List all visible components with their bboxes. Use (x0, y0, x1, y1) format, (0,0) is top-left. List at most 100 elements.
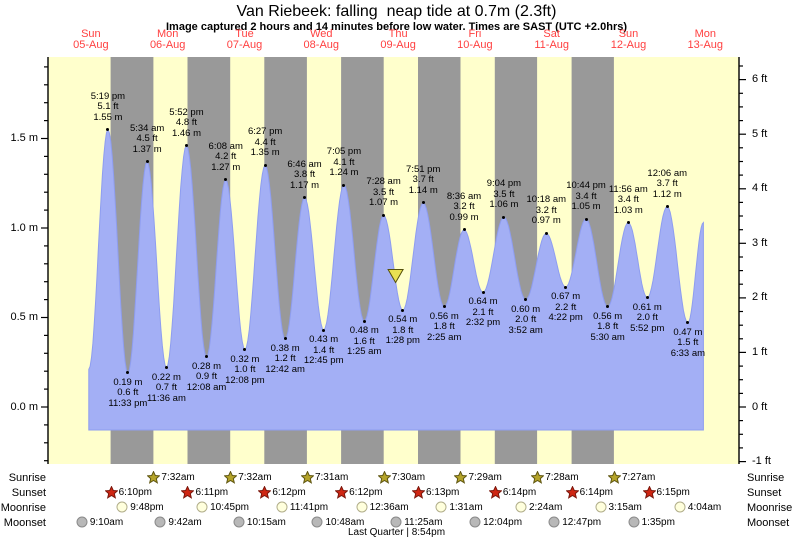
tide-extreme-dot (382, 213, 386, 217)
tide-extreme-dot (184, 144, 188, 148)
row-label-moonset-left: Moonset (3, 517, 46, 529)
moonset-icon (390, 516, 403, 529)
day-date: 06-Aug (149, 39, 186, 51)
tide-extreme-dot (283, 337, 287, 341)
day-name: Thu (388, 28, 408, 40)
moonset-time: 9:42am (168, 517, 202, 528)
sunset-time: 6:14pm (579, 487, 613, 498)
low-tide-label: 0.22 m 0.7 ft 11:36 am (146, 371, 186, 404)
row-label-sunrise-left: Sunrise (8, 472, 46, 484)
moonrise-icon (595, 501, 608, 514)
tide-extreme-dot (665, 205, 669, 209)
moonrise-icon (435, 501, 448, 514)
sunrise-icon (377, 471, 391, 484)
high-tide-label: 8:36 am 3.2 ft 0.99 m (446, 190, 482, 223)
moonset-icon (548, 516, 561, 529)
day-label: Tue 07-Aug (210, 29, 280, 51)
day-name: Mon (156, 28, 179, 40)
right-axis-tick-label: 5 ft (752, 127, 768, 140)
sunset-icon (411, 486, 425, 499)
moonset-icon (76, 516, 89, 529)
moonset-time: 1:35pm (641, 517, 675, 528)
right-axis-tick-label: 1 ft (752, 345, 768, 358)
day-label: Fri 10-Aug (440, 29, 510, 51)
moonset-time: 12:04pm (483, 517, 523, 528)
moonset-icon (154, 516, 167, 529)
day-date: 07-Aug (226, 39, 263, 51)
tide-extreme-dot (686, 321, 690, 325)
low-tide-label: 0.54 m 1.8 ft 1:28 pm (385, 314, 420, 347)
sunset-time: 6:14pm (502, 487, 537, 498)
row-label-moonrise-right: Moonrise (747, 502, 793, 514)
sunset-icon (181, 486, 195, 499)
tide-extreme-dot (224, 178, 228, 182)
day-name: Sat (543, 28, 560, 40)
moonset-time: 12:47pm (562, 517, 602, 528)
sunset-time: 6:12pm (272, 487, 306, 498)
sunrise-time: 7:32am (238, 472, 272, 483)
low-tide-label: 0.56 m 1.8 ft 5:30 am (590, 310, 625, 343)
row-label-sunrise-right: Sunrise (747, 472, 785, 484)
low-tide-label: 0.32 m 1.0 ft 12:08 pm (225, 353, 265, 386)
tide-extreme-dot (303, 196, 307, 200)
sunrise-icon (147, 471, 161, 484)
moonrise-icon (674, 501, 687, 514)
sunrise-icon (454, 471, 468, 484)
low-tide-label: 0.67 m 2.2 ft 4:22 pm (548, 291, 583, 324)
tide-extreme-dot (263, 163, 267, 167)
right-axis-tick-label: 2 ft (752, 291, 768, 304)
high-tide-label: 5:34 am 4.5 ft 1.37 m (129, 122, 165, 155)
moonset-time: 11:25am (404, 517, 443, 528)
tide-extreme-dot (421, 201, 425, 205)
sunset-icon (642, 486, 656, 499)
sunset-time: 6:13pm (425, 487, 460, 498)
moonset-icon (469, 516, 482, 529)
day-label: Sun 12-Aug (594, 29, 664, 51)
sunset-time: 6:10pm (118, 487, 152, 498)
day-name: Sun (618, 28, 639, 40)
tide-extreme-dot (584, 217, 588, 221)
day-name: Wed (310, 28, 333, 40)
day-date: 12-Aug (610, 39, 647, 51)
tide-extreme-dot (462, 228, 466, 232)
left-axis-tick-label: 0.0 m (10, 400, 38, 413)
low-tide-label: 0.28 m 0.9 ft 12:08 am (186, 360, 227, 393)
chart-subtitle: Image captured 2 hours and 14 minutes be… (165, 21, 628, 33)
high-tide-label: 7:28 am 3.5 ft 1.07 m (366, 176, 401, 209)
row-label-sunset-right: Sunset (747, 487, 782, 499)
tide-extreme-dot (544, 231, 548, 235)
moonset-time: 10:48am (325, 517, 365, 528)
high-tide-label: 12:06 am 3.7 ft 1.12 m (647, 167, 688, 200)
sunrise-time: 7:32am (161, 472, 195, 483)
low-tide-label: 0.48 m 1.6 ft 1:25 am (347, 325, 382, 358)
high-tide-label: 7:05 pm 4.1 ft 1.24 m (326, 146, 362, 179)
high-tide-label: 5:52 pm 4.8 ft 1.46 m (169, 106, 204, 139)
day-name: Fri (468, 28, 482, 40)
sunset-time: 6:11pm (195, 487, 229, 498)
sunset-time: 6:15pm (656, 487, 690, 498)
day-date: 11-Aug (534, 39, 570, 51)
tide-extreme-dot (401, 308, 405, 312)
moonrise-time: 1:31am (449, 502, 483, 513)
tide-extreme-dot (502, 215, 506, 219)
day-label: Sat 11-Aug (517, 29, 587, 51)
current-time-marker-icon (387, 269, 404, 284)
moonrise-icon (196, 501, 209, 514)
right-axis-tick-label: -1 ft (752, 455, 771, 468)
day-label: Wed 08-Aug (286, 29, 356, 51)
low-tide-label: 0.47 m 1.5 ft 6:33 am (670, 326, 706, 359)
tide-extreme-dot (524, 298, 528, 302)
day-date: 13-Aug (687, 39, 724, 51)
high-tide-label: 5:19 pm 5.1 ft 1.55 m (90, 90, 126, 123)
sunrise-icon (300, 471, 314, 484)
day-label: Sun 05-Aug (56, 29, 126, 51)
high-tide-label: 10:44 pm 3.4 ft 1.05 m (566, 180, 606, 213)
tide-extreme-dot (164, 366, 168, 370)
moonrise-icon (116, 501, 129, 514)
day-name: Tue (235, 28, 254, 40)
sunset-icon (488, 486, 502, 499)
sunset-time: 6:12pm (349, 487, 383, 498)
